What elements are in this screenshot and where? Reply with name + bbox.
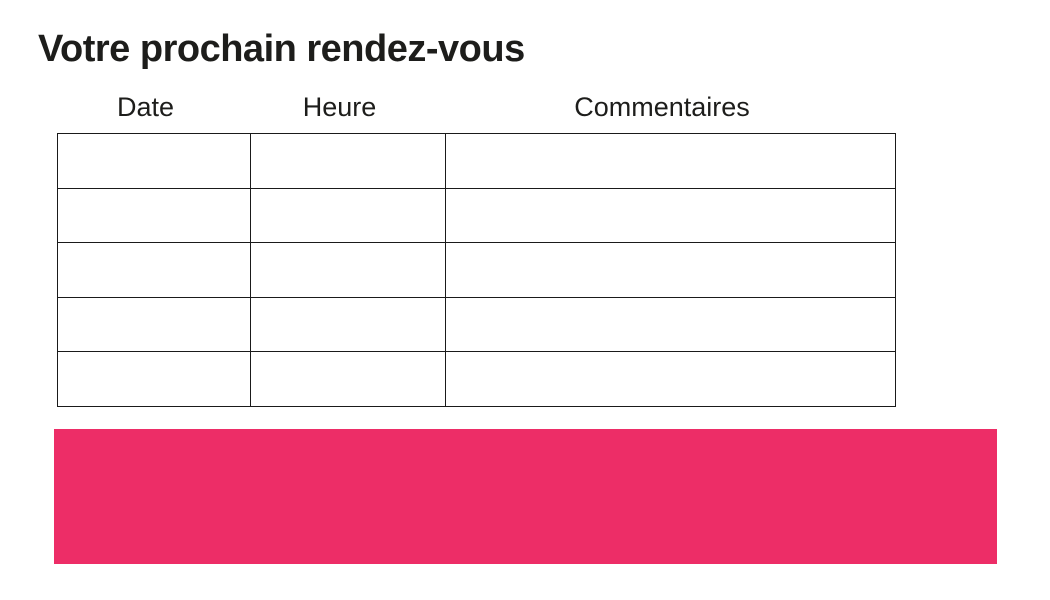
table-cell-empty: [57, 133, 251, 189]
table-row: [57, 296, 896, 353]
table-cell-empty: [250, 296, 446, 353]
table-cell-empty: [250, 351, 446, 407]
table-cell-empty: [250, 133, 446, 189]
table-cell-empty: [250, 187, 446, 244]
appointments-table-body: [57, 133, 896, 407]
column-header-commentaires: Commentaires: [574, 92, 750, 122]
table-cell-empty: [57, 187, 251, 244]
table-header-row: Date Heure Commentaires: [49, 92, 887, 122]
table-row: [57, 133, 896, 189]
table-row: [57, 242, 896, 298]
table-cell-empty: [445, 296, 896, 353]
table-cell-empty: [57, 296, 251, 353]
highlight-banner: [54, 429, 997, 564]
table-cell-empty: [57, 242, 251, 298]
table-cell-empty: [445, 133, 896, 189]
table-cell-empty: [250, 242, 446, 298]
column-header-heure: Heure: [302, 92, 377, 122]
table-cell-empty: [445, 351, 896, 407]
appointments-table: [57, 133, 896, 407]
table-row: [57, 187, 896, 244]
table-cell-empty: [445, 187, 896, 244]
page-title: Votre prochain rendez-vous: [38, 28, 525, 70]
table-row: [57, 351, 896, 407]
table-cell-empty: [57, 351, 251, 407]
table-cell-empty: [445, 242, 896, 298]
column-header-date: Date: [116, 92, 175, 122]
